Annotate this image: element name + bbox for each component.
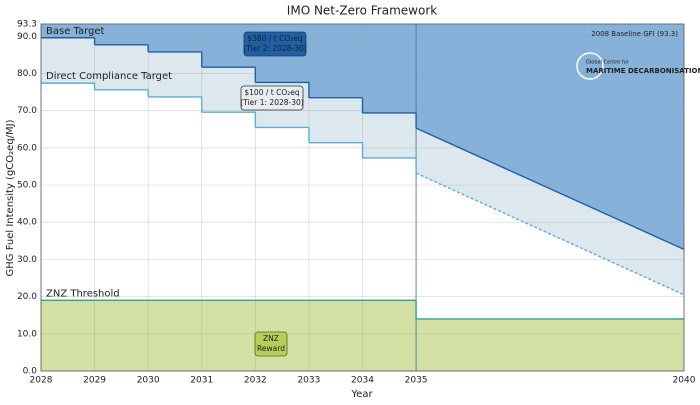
annotation-text: (Tier 1: 2028-30) — [240, 98, 303, 107]
series-label: Direct Compliance Target — [46, 71, 172, 82]
chart-title: IMO Net-Zero Framework — [287, 4, 437, 18]
x-tick-label: 2035 — [405, 376, 428, 386]
x-tick-label: 2028 — [30, 376, 53, 386]
area-fill — [41, 24, 684, 250]
area-fill — [41, 300, 684, 371]
y-tick-label: 0.0 — [23, 367, 38, 377]
y-tick-label: 80.0 — [17, 69, 37, 79]
series-label: Base Target — [46, 26, 105, 37]
annotation-text: $380 / t CO₂eq — [247, 34, 302, 43]
y-tick-label: 20.0 — [17, 292, 37, 302]
baseline-label: 2008 Baseline GFI (93.3) — [591, 30, 678, 38]
x-axis-label: Year — [350, 389, 373, 400]
series-segment — [415, 127, 685, 251]
plot-frame — [40, 23, 685, 372]
x-tick-label: 2030 — [137, 376, 160, 386]
x-tick-label: 2033 — [297, 376, 320, 386]
annotation-text: (Tier 2: 2028-30) — [243, 44, 306, 53]
x-tick-label: 2031 — [190, 376, 213, 386]
y-tick-label: 30.0 — [17, 255, 37, 265]
annotation-text: ZNZ — [263, 334, 279, 343]
annotation-text: $100 / t CO₂eq — [244, 88, 299, 97]
x-tick-label: 2032 — [244, 376, 267, 386]
y-tick-label: 93.3 — [17, 20, 37, 30]
annotation-box — [243, 31, 307, 57]
series-segment — [415, 172, 685, 296]
y-tick-label: 50.0 — [17, 181, 37, 191]
logo-mark — [576, 52, 604, 80]
y-tick-label: 90.0 — [17, 32, 37, 42]
annotation-box — [240, 85, 304, 111]
y-axis-label: GHG Fuel Intensity (gCO₂eq/MJ) — [5, 119, 16, 276]
y-tick-label: 70.0 — [17, 106, 37, 116]
series-label: ZNZ Threshold — [46, 288, 120, 299]
annotation-text: Reward — [257, 344, 285, 353]
y-tick-label: 40.0 — [17, 218, 37, 228]
logo-text: MARITIME DECARBONISATION — [586, 67, 700, 75]
x-tick-label: 2040 — [673, 376, 696, 386]
y-tick-label: 60.0 — [17, 143, 37, 153]
x-tick-label: 2029 — [83, 376, 106, 386]
x-tick-label: 2034 — [351, 376, 374, 386]
y-tick-label: 10.0 — [17, 329, 37, 339]
logo-text: Global Centre for — [586, 60, 630, 66]
annotation-box — [254, 331, 288, 357]
